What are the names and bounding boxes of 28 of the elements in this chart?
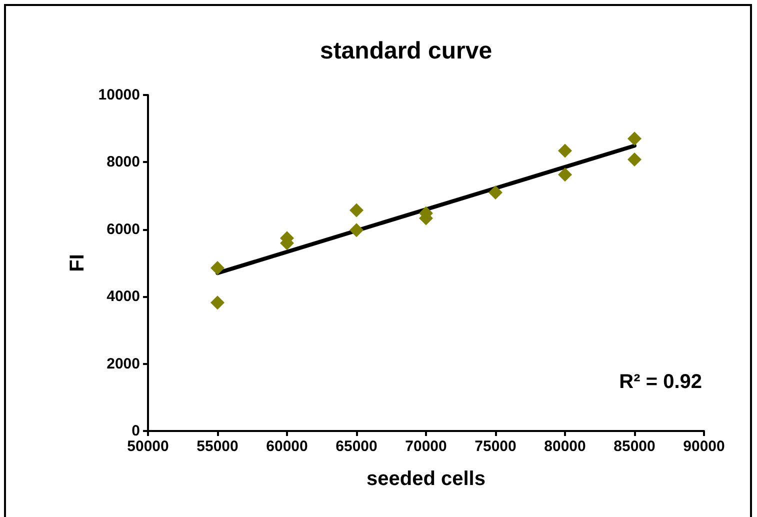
point — [558, 144, 572, 158]
x-tick-label: 85000 — [614, 438, 656, 455]
point — [350, 223, 364, 238]
x-tick-label: 75000 — [474, 438, 516, 455]
x-tick-label: 80000 — [544, 438, 586, 455]
x-tick-label: 65000 — [336, 438, 378, 455]
y-tick-label: 4000 — [106, 288, 140, 306]
point — [210, 296, 224, 310]
annotation: R² = 0.92 — [619, 371, 702, 393]
x-tick-label: 55000 — [196, 438, 238, 455]
y-axis-title: FI — [66, 254, 88, 272]
x-tick-label: 60000 — [266, 438, 308, 455]
point — [628, 152, 642, 167]
y-tick-label: 2000 — [106, 355, 140, 372]
x-axis-title: seeded cells — [366, 468, 486, 490]
x-tick-label: 50000 — [127, 438, 169, 455]
point — [628, 132, 642, 146]
point — [558, 168, 572, 182]
chart-title: standard curve — [320, 38, 492, 64]
x-tick-label: 90000 — [683, 438, 725, 455]
y-tick-label: 10000 — [98, 86, 140, 104]
x-tick-label: 70000 — [405, 438, 447, 455]
y-tick-label: 0 — [132, 422, 140, 440]
point — [488, 185, 502, 200]
point — [350, 203, 364, 218]
y-tick-label: 8000 — [106, 154, 140, 171]
y-tick-label: 6000 — [106, 220, 140, 238]
point — [210, 261, 224, 276]
